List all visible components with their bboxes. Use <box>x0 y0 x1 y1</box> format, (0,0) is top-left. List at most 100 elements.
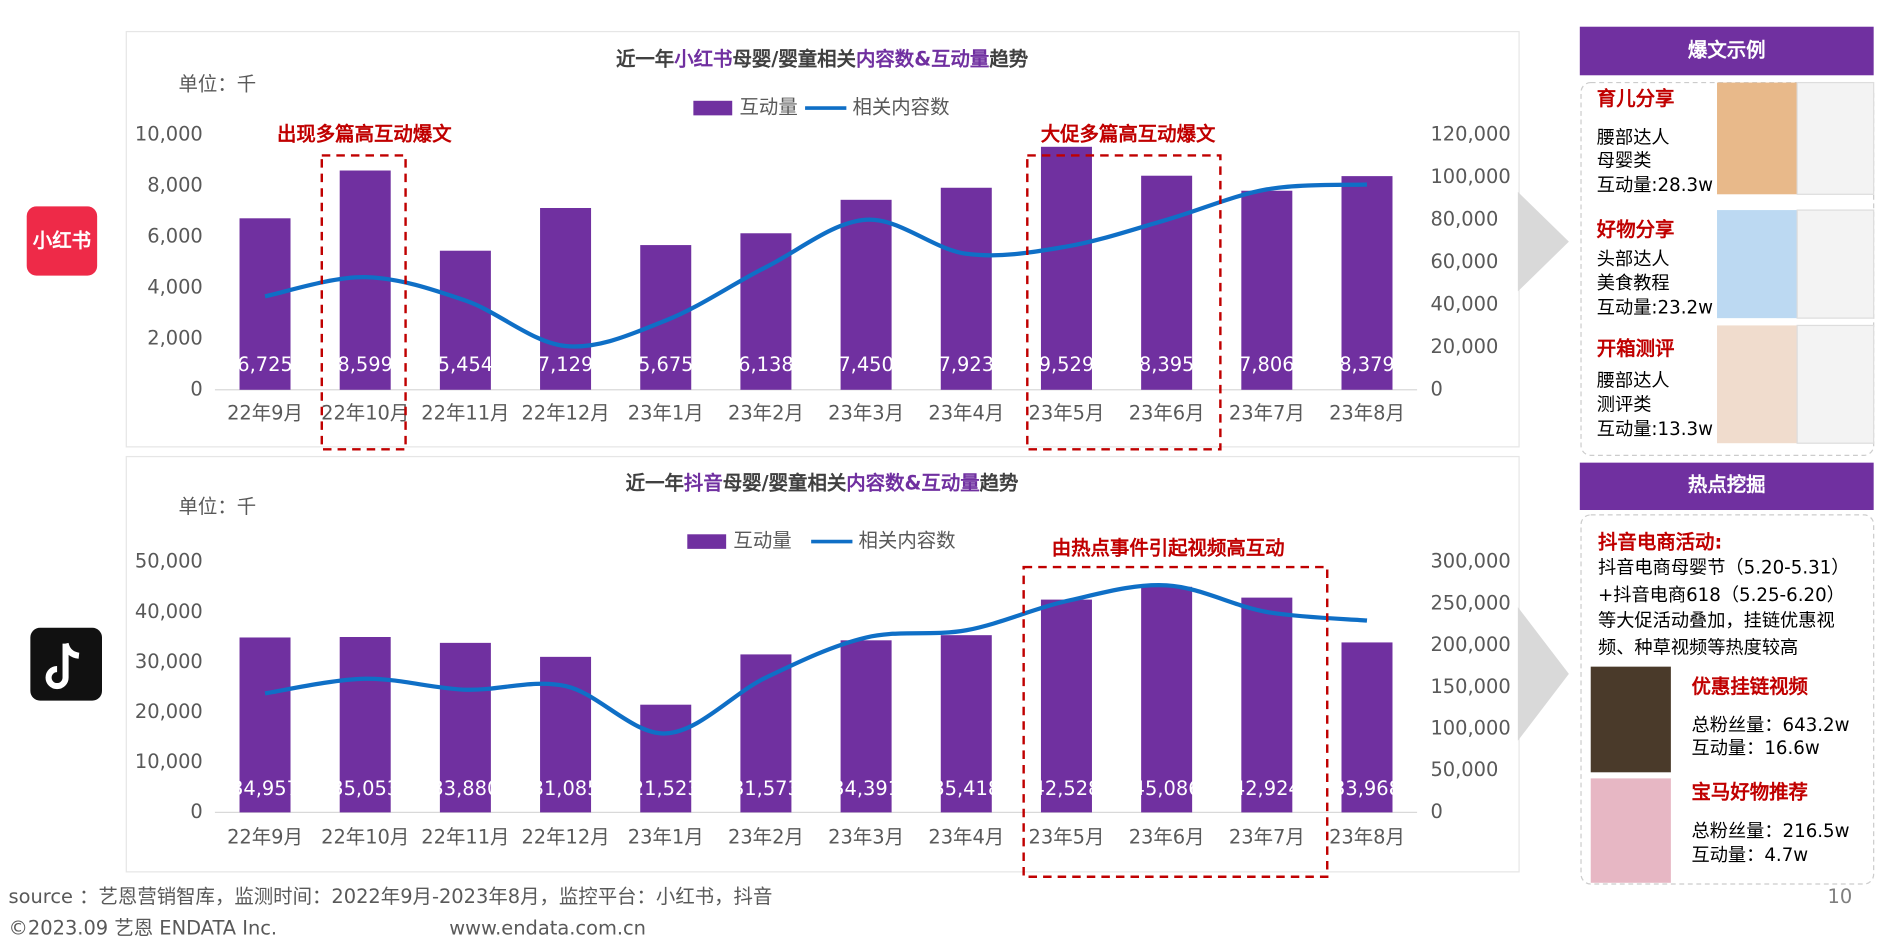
annotation-box <box>1022 565 1329 878</box>
bar <box>339 636 391 813</box>
x-tick-label: 22年11月 <box>421 402 509 425</box>
value-label: 6,138 <box>738 353 794 376</box>
y2-tick-label: 0 <box>1430 800 1442 823</box>
chart-title: 近一年抖音母婴/婴童相关内容数&互动量趋势 <box>626 471 1019 494</box>
y2-tick-label: 250,000 <box>1430 591 1510 614</box>
text: 腰部达人 <box>1597 370 1670 391</box>
section-header <box>1579 462 1874 511</box>
x-tick-label: 23年5月 <box>1029 402 1105 425</box>
thumbnail <box>1717 210 1798 319</box>
text: 总粉丝量：216.5w <box>1692 821 1850 842</box>
bar <box>1341 642 1393 813</box>
value-label: 9,529 <box>1039 353 1095 376</box>
x-tick-label: 23年6月 <box>1129 825 1205 848</box>
bar <box>940 635 992 813</box>
value-label: 34,957 <box>231 777 299 800</box>
value-label: 7,129 <box>538 353 594 376</box>
bar <box>1040 146 1092 390</box>
value-label: 8,395 <box>1139 353 1195 376</box>
value-label: 45,086 <box>1133 777 1201 800</box>
value-label: 7,450 <box>838 353 894 376</box>
title-part: 母婴/婴童相关 <box>723 471 847 494</box>
example: 好物分享 头部达人 美食教程 互动量:23.2w <box>1596 209 1875 319</box>
title-part: 趋势 <box>989 47 1028 70</box>
y-tick-label: 6,000 <box>147 224 203 247</box>
y2-tick-label: 120,000 <box>1430 122 1510 145</box>
legend-label: 相关内容数 <box>859 529 956 552</box>
y2-tick-label: 80,000 <box>1430 207 1498 230</box>
y-tick-label: 30,000 <box>135 650 203 673</box>
value-label: 6,725 <box>237 353 293 376</box>
legend-swatch <box>687 534 727 549</box>
value-label: 35,053 <box>331 777 399 800</box>
value-label: 7,923 <box>938 353 994 376</box>
text: 等大促活动叠加，挂链优惠视 <box>1598 611 1835 632</box>
y2-tick-label: 50,000 <box>1430 758 1498 781</box>
y2-tick-label: 20,000 <box>1430 335 1498 358</box>
bar <box>1141 175 1193 390</box>
x-tick-label: 23年8月 <box>1329 825 1405 848</box>
title-part: 内容数&互动量 <box>856 47 989 70</box>
y2-tick-label: 150,000 <box>1430 675 1510 698</box>
thumbnail <box>1717 82 1798 195</box>
title-part: 近一年 <box>616 47 674 70</box>
x-tick-label: 23年2月 <box>728 402 804 425</box>
bar <box>540 207 592 390</box>
value-label: 8,599 <box>337 353 393 376</box>
text: 美食教程 <box>1597 273 1670 294</box>
y2-tick-label: 40,000 <box>1430 292 1498 315</box>
bar <box>1040 599 1092 813</box>
bar <box>439 250 491 390</box>
y-tick-label: 10,000 <box>135 122 203 145</box>
x-tick-label: 23年6月 <box>1129 402 1205 425</box>
y-tick-label: 0 <box>190 800 202 823</box>
text: 频、种草视频等热度较高 <box>1598 637 1798 658</box>
bar <box>640 704 692 813</box>
bar <box>740 654 792 813</box>
title-part: 抖音 <box>684 471 723 494</box>
chart-title: 近一年小红书母婴/婴童相关内容数&互动量趋势 <box>616 47 1029 70</box>
value-label: 35,418 <box>932 777 1000 800</box>
x-tick-label: 23年3月 <box>828 825 904 848</box>
value-label: 42,528 <box>1033 777 1101 800</box>
x-tick-label: 23年7月 <box>1229 402 1305 425</box>
y-tick-label: 2,000 <box>147 326 203 349</box>
line <box>264 182 1368 349</box>
annotation: 由热点事件引起视频高互动 <box>1052 536 1285 559</box>
thumbnail <box>1717 325 1798 444</box>
text: 总粉丝量：643.2w <box>1692 715 1850 736</box>
tag: 优惠挂链视频 <box>1692 675 1809 698</box>
x-tick-label: 23年1月 <box>628 402 704 425</box>
value-label: 31,573 <box>732 777 800 800</box>
y-tick-label: 0 <box>190 377 202 400</box>
value-label: 34,391 <box>832 777 900 800</box>
page-number: 10 <box>1828 885 1853 908</box>
title-part: 近一年 <box>626 471 684 494</box>
value-label: 42,924 <box>1233 777 1301 800</box>
example: 开箱测评 腰部达人 测评类 互动量:13.3w <box>1597 324 1875 444</box>
bar <box>840 640 892 813</box>
thumbnail <box>1590 778 1671 883</box>
x-tick-label: 22年9月 <box>227 402 303 425</box>
box <box>1580 514 1875 885</box>
annotation: 出现多篇高互动爆文 <box>277 122 452 145</box>
logo <box>26 206 98 276</box>
example: 育儿分享 腰部达人 母婴类 互动量:28.3w <box>1597 81 1875 196</box>
text: 互动量：16.6w <box>1692 738 1820 759</box>
y-tick-label: 20,000 <box>135 700 203 723</box>
x-tick-label: 22年12月 <box>521 825 609 848</box>
thumbnail <box>1796 324 1875 444</box>
value-label: 8,379 <box>1339 353 1395 376</box>
tag: 宝马好物推荐 <box>1692 780 1808 803</box>
source: source ：艺恩营销智库，监测时间：2022年9月-2023年8月，监控平台… <box>9 885 773 908</box>
heading: 抖音电商活动: <box>1598 530 1722 553</box>
x-tick-label: 22年10月 <box>321 402 409 425</box>
title-part: 趋势 <box>980 471 1019 494</box>
bar <box>840 199 892 390</box>
line <box>264 582 1368 736</box>
text: 测评类 <box>1597 395 1652 416</box>
panel <box>125 455 1520 873</box>
text: 腰部达人 <box>1597 127 1670 148</box>
text: 抖音电商母婴节（5.20-5.31） <box>1598 557 1849 578</box>
